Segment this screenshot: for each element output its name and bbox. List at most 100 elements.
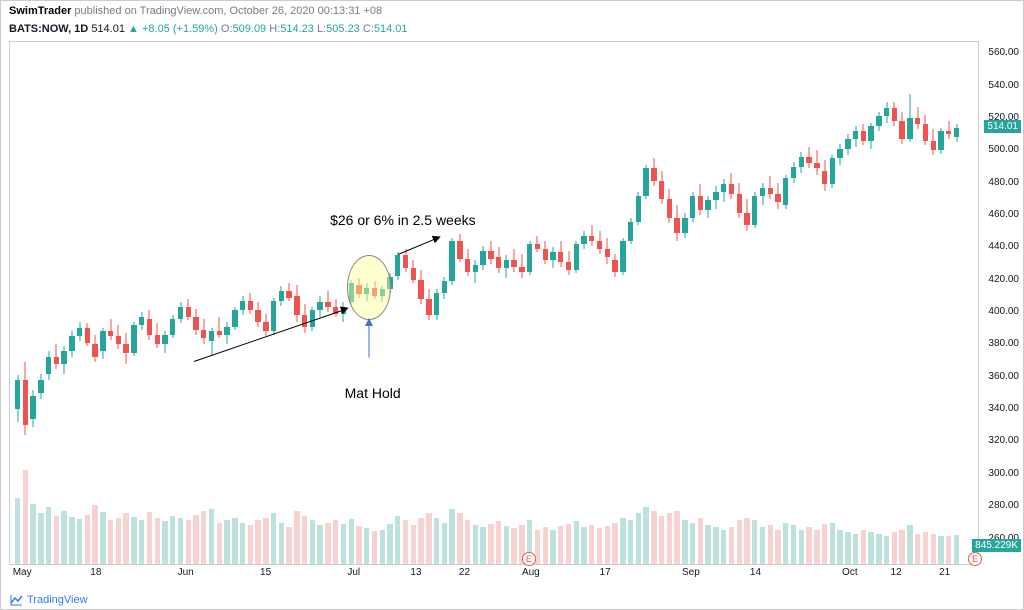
- volume-bar: [938, 536, 943, 564]
- h-label: H:: [269, 23, 280, 35]
- volume-bar: [186, 520, 191, 564]
- volume-bar: [217, 523, 222, 564]
- x-tick: May: [13, 567, 32, 578]
- volume-bar: [643, 507, 648, 565]
- y-tick: 420.00: [988, 274, 1019, 285]
- volume-bar: [729, 527, 734, 564]
- change-arrow: ▲: [128, 23, 139, 35]
- change-pct: (+1.59%): [173, 23, 218, 35]
- candle: [868, 42, 873, 566]
- volume-bar: [713, 527, 718, 564]
- candle: [783, 42, 788, 566]
- candle: [85, 42, 90, 566]
- candle: [892, 42, 897, 566]
- volume-bar: [380, 530, 385, 565]
- publisher-name: SwimTrader: [9, 5, 71, 17]
- candle: [775, 42, 780, 566]
- x-tick: Sep: [682, 567, 700, 578]
- volume-bar: [511, 528, 516, 564]
- volume-bar: [193, 515, 198, 564]
- volume-bar: [799, 530, 804, 565]
- candle: [69, 42, 74, 566]
- candle: [814, 42, 819, 566]
- volume-bar: [737, 520, 742, 564]
- volume-bar: [915, 534, 920, 564]
- candle: [519, 42, 524, 566]
- volume-bar: [54, 516, 59, 564]
- volume-bar: [605, 526, 610, 564]
- volume-bar: [899, 530, 904, 565]
- candle: [667, 42, 672, 566]
- volume-bar: [682, 520, 687, 564]
- volume-bar: [651, 511, 656, 564]
- candle: [799, 42, 804, 566]
- candle: [612, 42, 617, 566]
- candle: [248, 42, 253, 566]
- volume-bar: [814, 530, 819, 565]
- candle: [465, 42, 470, 566]
- candle: [54, 42, 59, 566]
- y-tick: 280.00: [988, 500, 1019, 511]
- x-tick: 17: [600, 567, 611, 578]
- candle: [61, 42, 66, 566]
- volume-bar: [690, 523, 695, 564]
- volume-bar: [248, 525, 253, 564]
- candle: [488, 42, 493, 566]
- candle: [504, 42, 509, 566]
- volume-bar: [659, 516, 664, 564]
- candle: [899, 42, 904, 566]
- candle: [527, 42, 532, 566]
- volume-bar: [830, 523, 835, 564]
- volume-bar: [38, 513, 43, 564]
- arrow-line: [368, 322, 369, 358]
- candle: [232, 42, 237, 566]
- candle: [651, 42, 656, 566]
- candle: [294, 42, 299, 566]
- volume-bar: [892, 532, 897, 564]
- candle: [263, 42, 268, 566]
- candle: [674, 42, 679, 566]
- y-tick: 360.00: [988, 371, 1019, 382]
- volume-bar: [356, 526, 361, 564]
- price-marker: 514.01: [984, 120, 1021, 133]
- volume-bar: [954, 535, 959, 564]
- volume-bar: [581, 527, 586, 564]
- candle: [752, 42, 757, 566]
- l-label: L:: [317, 23, 326, 35]
- c-value: 514.01: [374, 23, 408, 35]
- volume-bar: [822, 524, 827, 564]
- volume-bar: [426, 513, 431, 564]
- volume-bar: [162, 521, 167, 564]
- volume-bar: [61, 511, 66, 564]
- y-tick: 340.00: [988, 403, 1019, 414]
- volume-bar: [488, 524, 493, 564]
- volume-bar: [923, 532, 928, 564]
- candle: [853, 42, 858, 566]
- candle: [923, 42, 928, 566]
- candle: [473, 42, 478, 566]
- candle: [589, 42, 594, 566]
- candle: [38, 42, 43, 566]
- volume-bar: [255, 520, 260, 564]
- x-tick: Jul: [347, 567, 360, 578]
- volume-bar: [457, 513, 462, 564]
- volume-bar: [209, 509, 214, 564]
- chart-area[interactable]: $26 or 6% in 2.5 weeksMat HoldEE: [9, 41, 979, 565]
- candle: [574, 42, 579, 566]
- volume-bar: [294, 511, 299, 564]
- volume-bar: [496, 521, 501, 564]
- volume-bar: [791, 525, 796, 564]
- candle: [558, 42, 563, 566]
- candle: [884, 42, 889, 566]
- o-label: O:: [221, 23, 233, 35]
- y-tick: 320.00: [988, 435, 1019, 446]
- volume-bar: [411, 525, 416, 564]
- volume-bar: [465, 520, 470, 564]
- volume-bar: [721, 530, 726, 565]
- candle: [271, 42, 276, 566]
- footer-text: TradingView: [27, 594, 88, 606]
- candle: [628, 42, 633, 566]
- candle: [931, 42, 936, 566]
- volume-bar: [628, 520, 633, 564]
- y-tick: 400.00: [988, 306, 1019, 317]
